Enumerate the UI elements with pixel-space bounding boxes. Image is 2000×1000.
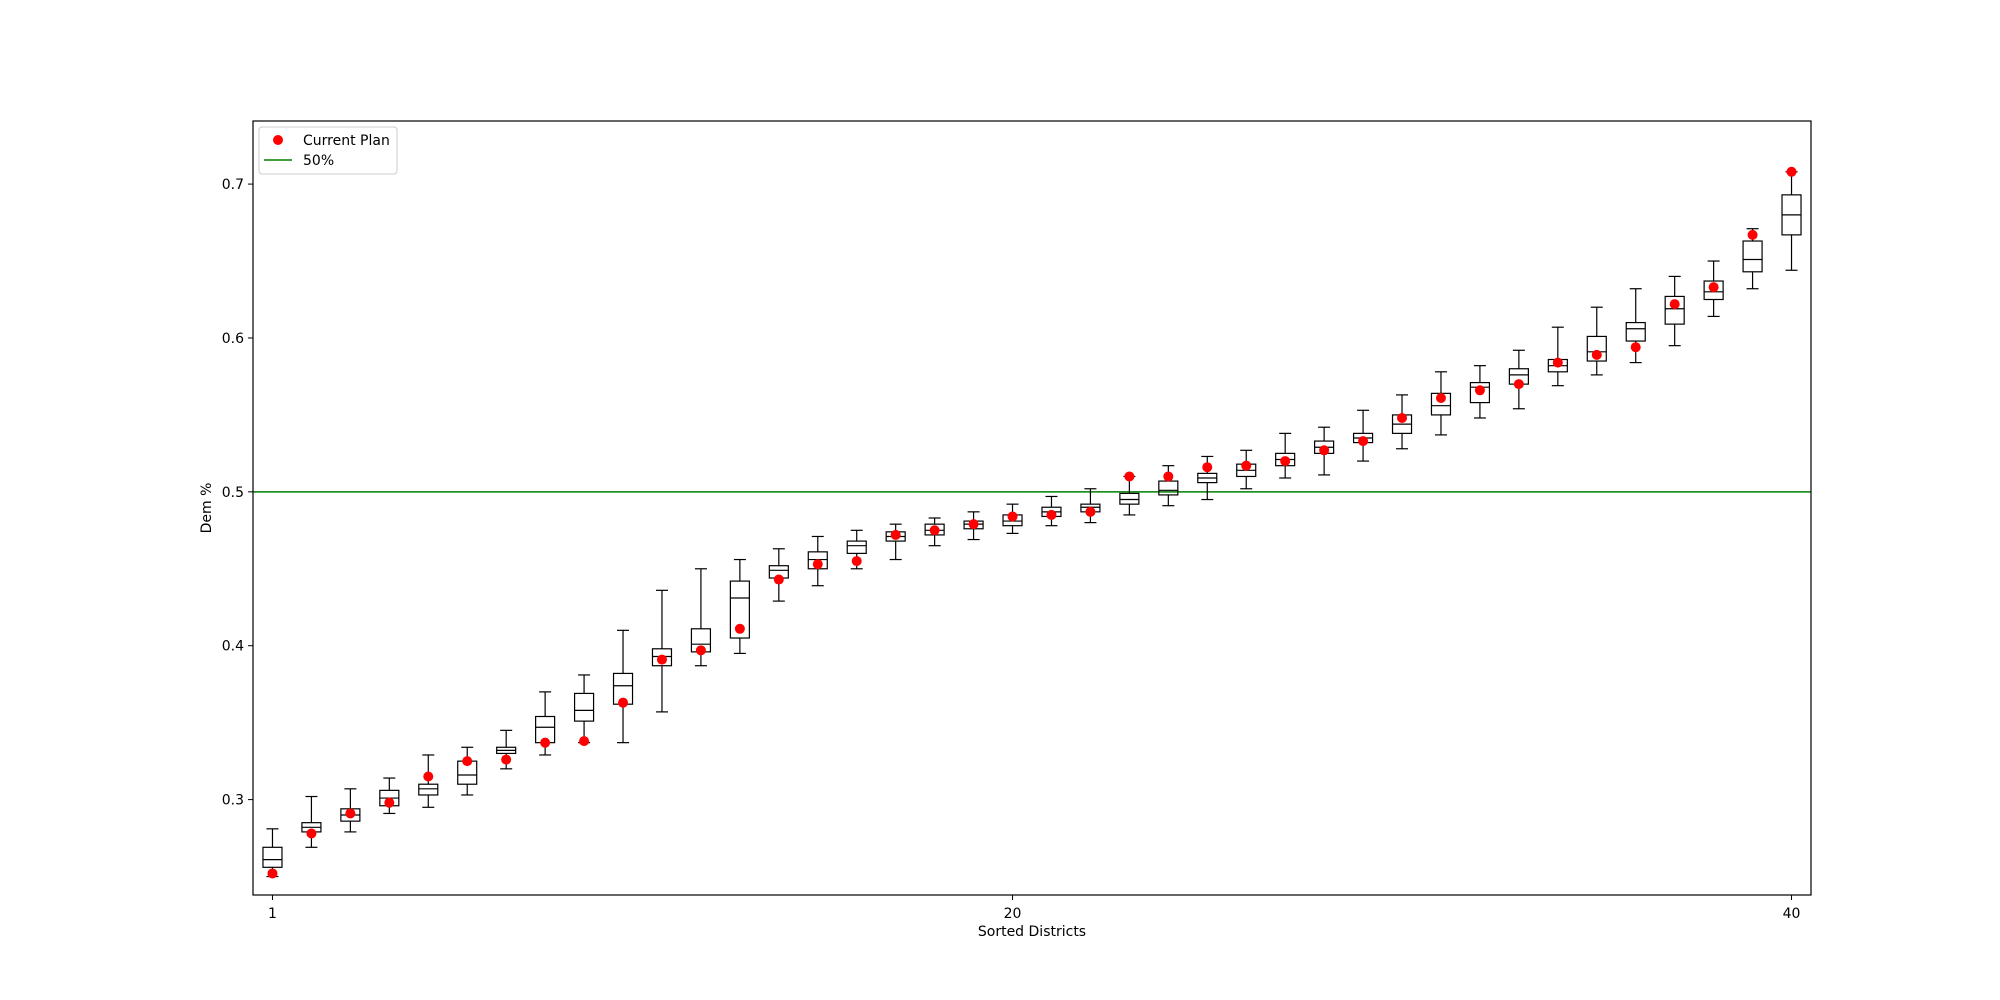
current-plan-point-23 xyxy=(1124,471,1135,482)
current-plan-point-10 xyxy=(618,697,629,708)
box-iqr xyxy=(1469,381,1491,404)
current-plan-point-15 xyxy=(812,559,823,570)
current-plan-point-29 xyxy=(1358,436,1369,447)
x-axis-label: Sorted Districts xyxy=(978,924,1086,940)
box-iqr xyxy=(1742,240,1763,273)
y-tick-label-3: 0.6 xyxy=(222,331,244,347)
current-plan-point-1 xyxy=(267,868,278,879)
current-plan-point-6 xyxy=(462,756,473,767)
box-district-7 xyxy=(496,729,517,770)
current-plan-point-37 xyxy=(1669,299,1680,310)
box-iqr xyxy=(846,540,867,554)
y-axis-label: Dem % xyxy=(199,483,215,534)
current-plan-point-35 xyxy=(1591,349,1602,360)
current-plan-point-21 xyxy=(1046,509,1057,520)
tick-layer: 1 20 40 0.3 0.4 0.5 0.6 0.7 xyxy=(222,177,1801,922)
x-tick-label-40: 40 xyxy=(1783,906,1801,922)
current-plan-point-31 xyxy=(1435,392,1446,403)
current-plan-point-4 xyxy=(384,797,395,808)
current-plan-point-38 xyxy=(1708,282,1719,293)
current-plan-point-27 xyxy=(1280,456,1291,467)
box-district-2 xyxy=(301,795,322,848)
current-plan-point-16 xyxy=(851,556,862,567)
current-plan-point-39 xyxy=(1747,229,1758,240)
current-plan-point-13 xyxy=(734,623,745,634)
current-plan-point-36 xyxy=(1630,342,1641,353)
y-tick-label-1: 0.4 xyxy=(222,639,244,655)
current-plan-point-7 xyxy=(501,754,512,765)
y-tick-label-4: 0.7 xyxy=(222,177,244,193)
current-plan-point-14 xyxy=(773,574,784,585)
legend-current-plan-label: Current Plan xyxy=(303,133,390,149)
current-plan-point-24 xyxy=(1163,471,1174,482)
current-plan-point-26 xyxy=(1241,460,1252,471)
box-iqr xyxy=(651,648,673,667)
current-plan-point-22 xyxy=(1085,506,1096,517)
current-plan-point-8 xyxy=(540,737,551,748)
current-plan-point-20 xyxy=(1007,511,1018,522)
y-tick-label-2: 0.5 xyxy=(222,485,244,501)
box-iqr xyxy=(418,783,439,796)
current-plan-point-12 xyxy=(695,645,706,656)
current-plan-point-34 xyxy=(1552,357,1563,368)
box-iqr xyxy=(1664,295,1685,325)
current-plan-layer xyxy=(267,166,1797,879)
current-plan-point-28 xyxy=(1319,445,1330,456)
current-plan-point-18 xyxy=(929,525,940,536)
legend-50-percent-label: 50% xyxy=(303,153,334,169)
box-iqr xyxy=(573,692,595,722)
box-iqr xyxy=(262,846,283,868)
current-plan-point-30 xyxy=(1397,412,1408,423)
x-tick-label-1: 1 xyxy=(268,906,277,922)
box-district-13 xyxy=(729,558,750,655)
x-tick-label-20: 20 xyxy=(1004,906,1022,922)
box-iqr xyxy=(1586,335,1607,362)
legend-frame xyxy=(258,126,398,175)
current-plan-point-32 xyxy=(1474,385,1485,396)
current-plan-point-2 xyxy=(306,828,317,839)
current-plan-point-3 xyxy=(345,808,356,819)
current-plan-point-17 xyxy=(890,529,901,540)
plot-area-frame xyxy=(252,120,1812,896)
box-district-38 xyxy=(1703,260,1724,318)
box-iqr xyxy=(1625,321,1646,342)
current-plan-point-33 xyxy=(1513,379,1524,390)
current-plan-point-11 xyxy=(656,654,667,665)
legend: Current Plan 50% xyxy=(258,126,398,175)
box-iqr xyxy=(729,580,750,639)
current-plan-point-5 xyxy=(423,771,434,782)
current-plan-point-19 xyxy=(968,519,979,530)
box-iqr xyxy=(1119,492,1140,505)
y-tick-label-0: 0.3 xyxy=(222,793,244,809)
legend-current-plan-marker xyxy=(273,135,283,145)
box-iqr xyxy=(1703,280,1724,301)
box-district-39 xyxy=(1742,228,1763,290)
current-plan-point-40 xyxy=(1786,166,1797,177)
current-plan-point-9 xyxy=(579,736,590,747)
current-plan-point-25 xyxy=(1202,462,1213,473)
